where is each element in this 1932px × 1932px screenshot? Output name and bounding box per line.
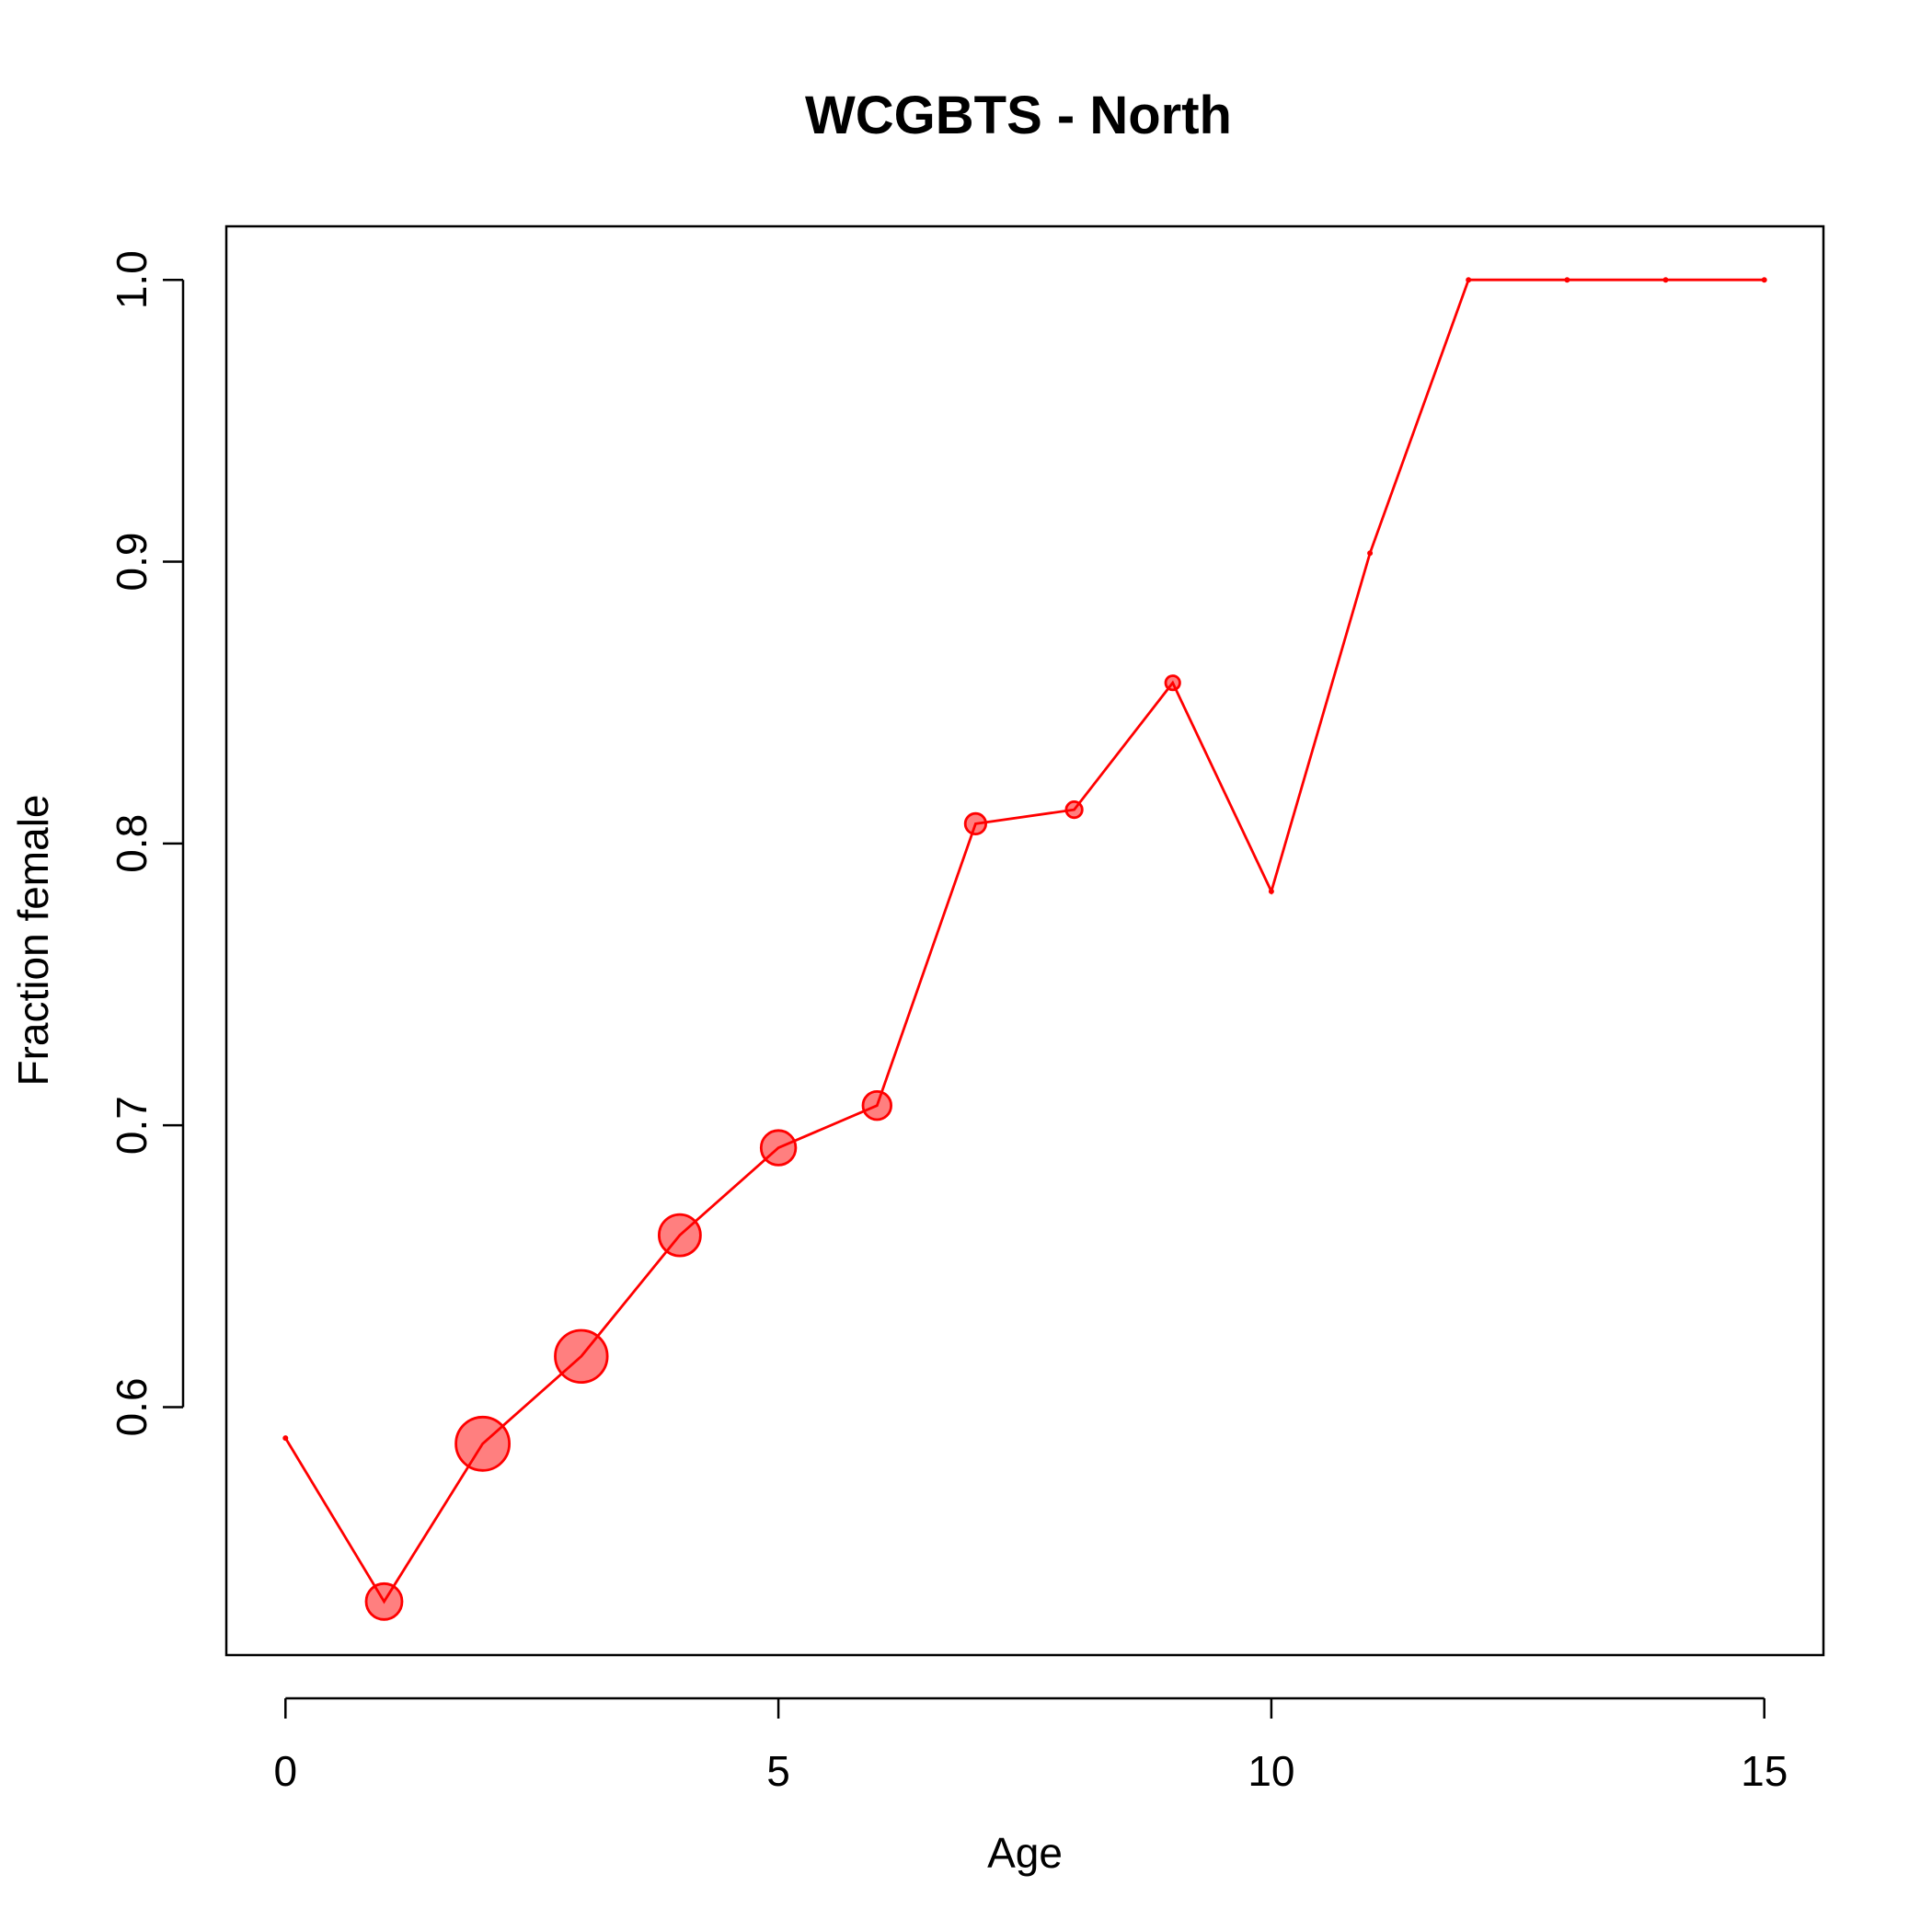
data-point bbox=[454, 1415, 511, 1472]
y-tick-label: 0.7 bbox=[108, 1096, 155, 1155]
data-point bbox=[1367, 550, 1374, 557]
data-point bbox=[1064, 799, 1084, 820]
data-point bbox=[554, 1328, 609, 1384]
data-point bbox=[963, 811, 988, 836]
series-line bbox=[284, 278, 1765, 1604]
y-axis-label: Fraction female bbox=[9, 794, 57, 1086]
y-tick-label: 0.9 bbox=[108, 533, 155, 592]
series-layer bbox=[282, 277, 1767, 1621]
plot-area-frame bbox=[224, 224, 1825, 1657]
data-point bbox=[1164, 674, 1181, 692]
data-point bbox=[1564, 277, 1570, 283]
data-point bbox=[658, 1213, 702, 1258]
data-point bbox=[861, 1089, 893, 1121]
x-axis-label: Age bbox=[987, 1829, 1063, 1877]
data-point bbox=[1761, 277, 1767, 283]
data-point bbox=[282, 1435, 289, 1442]
x-tick-label: 5 bbox=[766, 1747, 790, 1795]
x-axis: 0 5 10 15 bbox=[273, 1696, 1788, 1795]
data-point bbox=[1268, 888, 1274, 894]
chart-title: WCGBTS - North bbox=[805, 86, 1232, 145]
x-tick-label: 0 bbox=[273, 1747, 297, 1795]
y-tick-label: 0.8 bbox=[108, 814, 155, 873]
y-tick-label: 0.6 bbox=[108, 1377, 155, 1436]
y-tick-label: 1.0 bbox=[108, 250, 155, 309]
data-point bbox=[1466, 277, 1472, 283]
x-tick-label: 10 bbox=[1248, 1747, 1294, 1795]
data-point bbox=[1662, 277, 1669, 283]
x-tick-label: 15 bbox=[1741, 1747, 1788, 1795]
data-point bbox=[364, 1581, 404, 1621]
y-axis: 0.6 0.7 0.8 0.9 1.0 bbox=[108, 250, 185, 1436]
data-point bbox=[759, 1129, 798, 1167]
